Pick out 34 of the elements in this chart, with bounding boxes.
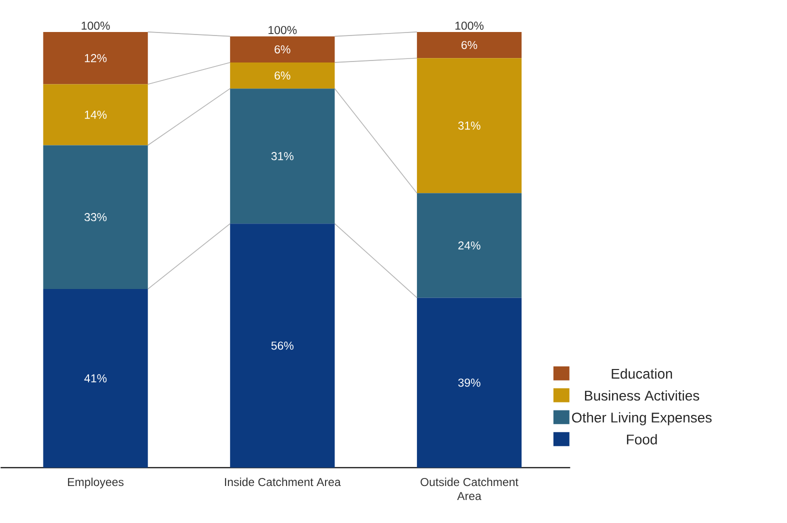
x-tick-label: Employees bbox=[68, 478, 124, 489]
bar bbox=[416, 32, 522, 58]
legend-label: Business Activities bbox=[585, 390, 700, 401]
bar bbox=[230, 224, 335, 468]
text: Education bbox=[612, 368, 672, 379]
data-label: 31% bbox=[458, 122, 480, 130]
data-label: 6% bbox=[462, 41, 478, 50]
x-tick-label: Inside Catchment Area bbox=[225, 478, 341, 486]
data-label: 24% bbox=[458, 242, 480, 250]
total-label: 100% bbox=[82, 22, 110, 30]
data-label: 33% bbox=[84, 213, 107, 222]
bar bbox=[43, 145, 148, 290]
bar bbox=[230, 36, 335, 63]
total-label: 100% bbox=[268, 26, 297, 34]
data-label: 14% bbox=[84, 110, 107, 119]
data-label: 41% bbox=[84, 374, 107, 383]
data-label: 12% bbox=[84, 54, 107, 62]
bar bbox=[43, 289, 148, 468]
data-label: 39% bbox=[458, 378, 480, 387]
data-label: 6% bbox=[274, 72, 290, 80]
bar bbox=[416, 298, 522, 468]
bar bbox=[230, 88, 335, 224]
x-tick-label: Outside Catchment Area bbox=[420, 478, 518, 500]
total-label: 100% bbox=[455, 22, 484, 30]
legend-label: Other Living Expenses bbox=[572, 412, 712, 426]
bar bbox=[230, 62, 335, 89]
bar bbox=[416, 58, 522, 194]
bar bbox=[416, 193, 522, 298]
data-label: 6% bbox=[274, 46, 290, 54]
text: Food bbox=[626, 434, 657, 445]
bar bbox=[43, 32, 148, 84]
data-label: 31% bbox=[271, 152, 294, 160]
bar bbox=[43, 84, 148, 146]
data-label: 56% bbox=[271, 342, 294, 350]
